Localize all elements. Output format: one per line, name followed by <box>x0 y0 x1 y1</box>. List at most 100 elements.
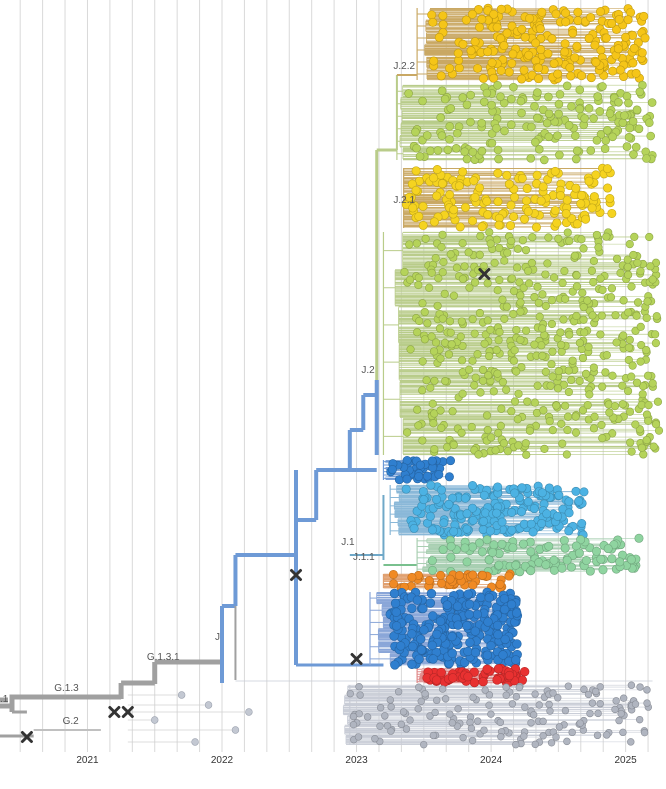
tip-J.2[interactable] <box>436 113 445 122</box>
tip-orange[interactable] <box>388 569 398 579</box>
tip-J.2.1[interactable] <box>432 191 442 201</box>
clade-label[interactable]: .1 <box>0 694 9 705</box>
tip-J.2[interactable] <box>596 274 605 283</box>
tip-J.2[interactable] <box>534 298 543 307</box>
tip-J.2[interactable] <box>643 371 653 380</box>
tip-J.2[interactable] <box>471 373 480 382</box>
clade-label[interactable]: J.2.2 <box>393 61 415 72</box>
tip-J.2[interactable] <box>429 419 438 428</box>
tip-J.2[interactable] <box>618 118 628 128</box>
tip-grey[interactable] <box>596 700 604 708</box>
tip-J.2[interactable] <box>512 325 521 335</box>
tip-J.2.2[interactable] <box>475 22 485 32</box>
tip-grey[interactable] <box>627 681 636 689</box>
tip-J.2.2[interactable] <box>623 15 633 25</box>
tip-J.2[interactable] <box>495 243 504 253</box>
tip-J.2[interactable] <box>638 382 648 391</box>
tip-J.2[interactable] <box>418 436 427 445</box>
tip-J.2[interactable] <box>572 146 582 156</box>
tip-J.2.1[interactable] <box>504 179 514 189</box>
tip-J.2.2[interactable] <box>428 17 438 27</box>
tip-J.1.1[interactable] <box>592 546 602 556</box>
tip-J.2[interactable] <box>628 117 638 126</box>
mutation-marker-icon[interactable] <box>478 268 491 280</box>
tip-J.2.2[interactable] <box>640 33 650 43</box>
tip-J.1.other[interactable] <box>470 647 481 658</box>
tip-J.1.1[interactable] <box>596 554 606 564</box>
tip-J.1[interactable] <box>460 493 470 503</box>
tip-grey[interactable] <box>387 727 395 735</box>
tip-J.2.2[interactable] <box>553 69 563 79</box>
tip-J.2[interactable] <box>631 142 641 152</box>
tip-J.2[interactable] <box>535 312 544 321</box>
tip-J.2[interactable] <box>606 293 616 302</box>
tip-J.1.1[interactable] <box>446 541 456 551</box>
tip-J.2[interactable] <box>480 339 489 348</box>
tip-J.1.1[interactable] <box>508 543 518 553</box>
tip-grey[interactable] <box>531 740 539 749</box>
tip-J.2[interactable] <box>452 263 461 272</box>
tip-J.2[interactable] <box>581 369 591 378</box>
tip-J.2[interactable] <box>516 96 526 106</box>
tip-J.1[interactable] <box>497 517 507 527</box>
tip-J.2[interactable] <box>589 256 598 266</box>
tip-J.2[interactable] <box>544 233 553 242</box>
tip-J.1[interactable] <box>425 511 435 521</box>
tip-orange[interactable] <box>468 570 478 580</box>
tip-J.2[interactable] <box>545 417 554 426</box>
tip-J.2.1[interactable] <box>411 185 421 195</box>
tip-J.2.1[interactable] <box>605 194 615 204</box>
tip-J.2[interactable] <box>498 378 508 387</box>
tip-J.2[interactable] <box>464 365 474 374</box>
tip-J.2.1[interactable] <box>531 222 541 232</box>
tip-J.2.1[interactable] <box>483 210 493 220</box>
tip-J.2[interactable] <box>531 137 540 147</box>
tip-J.2.1[interactable] <box>475 183 485 193</box>
tip-grey[interactable] <box>397 720 406 729</box>
tip-J.2.2[interactable] <box>483 47 493 57</box>
tip-J.2[interactable] <box>624 355 633 365</box>
tip-J.2.2[interactable] <box>566 71 576 81</box>
tip-grey[interactable] <box>563 737 571 746</box>
tip-J.2[interactable] <box>530 102 539 111</box>
tip-J.2[interactable] <box>556 328 565 337</box>
tip-J.2[interactable] <box>549 273 559 282</box>
tip-grey[interactable] <box>469 693 477 702</box>
tip-J.2[interactable] <box>611 311 620 320</box>
tip-orange[interactable] <box>407 572 417 582</box>
tip-J.2[interactable] <box>500 126 509 136</box>
tip-J.2.2[interactable] <box>467 9 477 19</box>
tip-J.2[interactable] <box>555 90 565 99</box>
tip-J.2.2[interactable] <box>477 14 487 24</box>
tip-J.2.1[interactable] <box>538 182 548 192</box>
tip-J.2[interactable] <box>457 428 466 437</box>
tip-J.2.2[interactable] <box>427 10 437 20</box>
tip-J.1.other[interactable] <box>464 609 474 620</box>
tip-J.1.other[interactable] <box>463 589 473 599</box>
tip-J.2.2[interactable] <box>445 63 455 73</box>
tip-J.2[interactable] <box>533 113 542 123</box>
tip-J.2[interactable] <box>484 371 493 380</box>
tip-J.2[interactable] <box>503 248 512 257</box>
tip-J.1.1[interactable] <box>482 535 492 545</box>
tip-J.2[interactable] <box>605 408 614 417</box>
tip-J.2[interactable] <box>583 401 592 410</box>
tip-J.1[interactable] <box>537 488 547 498</box>
tip-J.2.2[interactable] <box>453 48 463 58</box>
tip-J.2[interactable] <box>440 289 449 299</box>
tip-J.2[interactable] <box>526 154 536 163</box>
tip-J.2[interactable] <box>652 312 661 321</box>
tip-grey[interactable] <box>643 699 651 707</box>
tip-J.2[interactable] <box>592 136 602 145</box>
tip-J.2.2[interactable] <box>536 45 546 55</box>
tip-J.2[interactable] <box>482 411 492 420</box>
tip-red[interactable] <box>519 667 530 677</box>
tip-red[interactable] <box>482 664 492 674</box>
tip-J.2[interactable] <box>518 236 527 245</box>
tip-J.2[interactable] <box>445 135 454 144</box>
tip-J.1[interactable] <box>544 483 554 493</box>
tip-G[interactable] <box>191 738 199 746</box>
tip-J.1[interactable] <box>574 496 584 506</box>
tip-J.2[interactable] <box>453 129 462 138</box>
tip-J.1[interactable] <box>492 508 502 518</box>
